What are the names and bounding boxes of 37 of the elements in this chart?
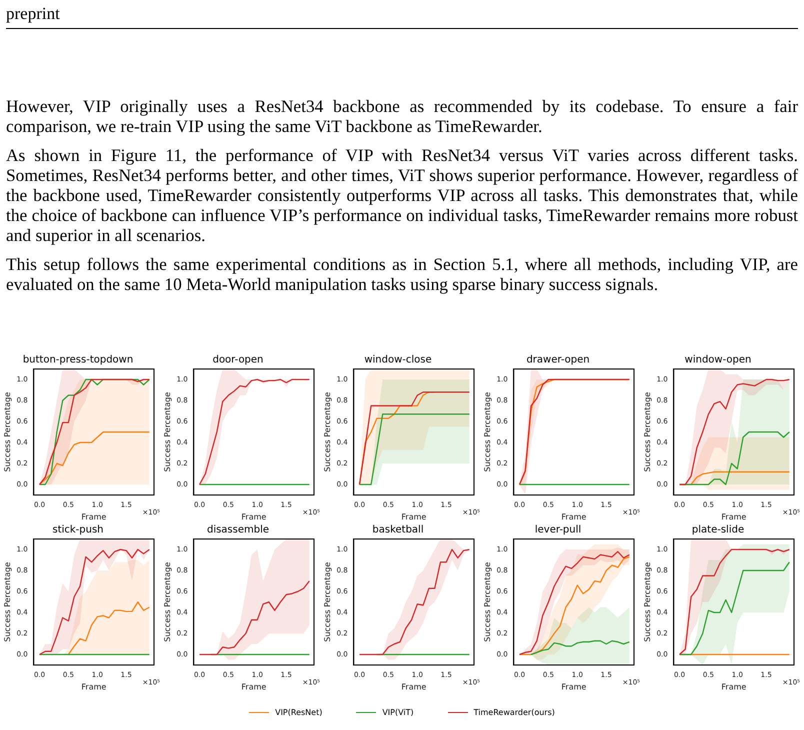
chart-title: disassemble bbox=[206, 524, 270, 536]
chart-title: window-close bbox=[364, 354, 432, 366]
x-axis-title: Frame bbox=[241, 682, 266, 692]
y-axis-title: Success Percentage bbox=[482, 562, 492, 642]
x-axis-title: Frame bbox=[561, 682, 586, 692]
x-axis-title: Frame bbox=[401, 512, 426, 522]
y-axis-title: Success Percentage bbox=[482, 392, 492, 472]
chart-title: basketball bbox=[372, 524, 424, 536]
legend-label: TimeRewarder(ours) bbox=[472, 708, 555, 717]
chart-title: door-open bbox=[212, 354, 264, 366]
text: As shown in Figure 11, the performance of VIP with ResNet34 versus ViT varies across different tasks. Sometimes, ResNet34 performs better, and other times, ViT shows superior performance. However, regardless of the backbone used, TimeRewarder consistently outperforms VIP across all tasks. This demonstrates that, while the choice of backbone can influence VIP’s performance on individual tasks, TimeRewarder remains more robust and superior in all scenarios. bbox=[6, 145, 798, 245]
x-axis-title: Frame bbox=[561, 512, 586, 522]
chart-title: plate-slide bbox=[692, 524, 744, 536]
x-axis-title: Frame bbox=[81, 682, 106, 692]
chart-title: window-open bbox=[684, 354, 752, 366]
x-axis-title: Frame bbox=[721, 512, 746, 522]
x-axis-title: Frame bbox=[241, 512, 266, 522]
x-axis-title: Frame bbox=[401, 682, 426, 692]
y-axis-title: Success Percentage bbox=[322, 562, 332, 642]
y-axis-title: Success Percentage bbox=[162, 562, 172, 642]
chart-title: stick-push bbox=[52, 524, 104, 536]
text: However, VIP originally uses a ResNet34 backbone as recommended by its codebase. To ensure a fair comparison, we re-train VIP using the same ViT backbone as TimeRewarder. bbox=[6, 96, 798, 136]
chart-title: drawer-open bbox=[526, 354, 590, 366]
y-axis-title: Success Percentage bbox=[642, 562, 652, 642]
y-axis-title: Success Percentage bbox=[2, 392, 12, 472]
y-axis-title: Success Percentage bbox=[642, 392, 652, 472]
text: This setup follows the same experimental conditions as in Section 5.1, where all methods, including VIP, are evaluated on the same 10 Meta-World manipulation tasks using sparse binary success signals. bbox=[6, 254, 798, 294]
chart-title: lever-pull bbox=[534, 524, 582, 536]
x-axis-title: Frame bbox=[721, 682, 746, 692]
x-axis-title: Frame bbox=[81, 512, 106, 522]
text: preprint bbox=[6, 4, 798, 29]
y-axis-title: Success Percentage bbox=[162, 392, 172, 472]
chart-title: button-press-topdown bbox=[22, 354, 134, 366]
legend-label: VIP(ResNet) bbox=[274, 708, 322, 717]
y-axis-title: Success Percentage bbox=[322, 392, 332, 472]
y-axis-title: Success Percentage bbox=[2, 562, 12, 642]
legend-label: VIP(ViT) bbox=[381, 708, 414, 717]
